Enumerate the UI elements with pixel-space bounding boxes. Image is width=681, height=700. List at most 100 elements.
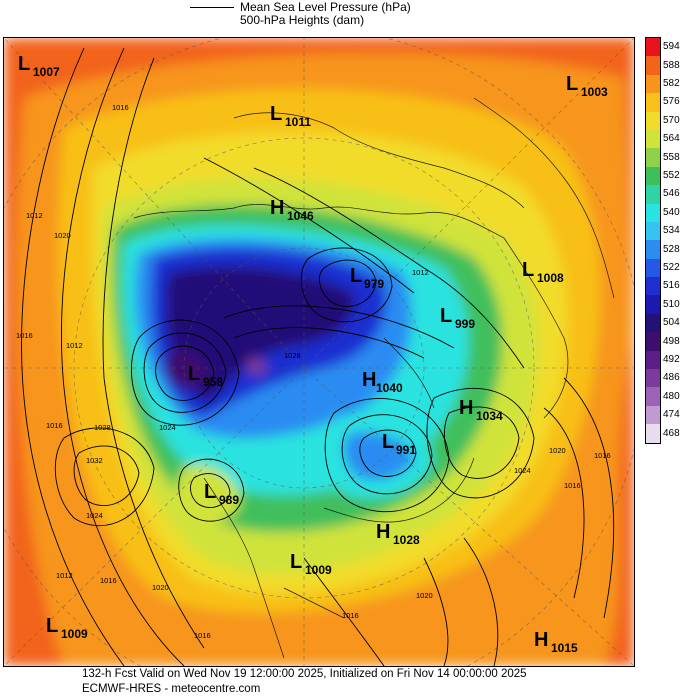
isobar-value: 1016 xyxy=(46,421,63,430)
height-colorbar xyxy=(645,37,661,444)
colorbar-tick-label: 504 xyxy=(663,317,680,329)
low-center: L 1009 xyxy=(46,615,88,641)
high-center: H 1040 xyxy=(362,369,403,395)
colorbar-tick-label: 564 xyxy=(663,133,680,145)
mslp-legend-line xyxy=(190,7,234,8)
colorbar-tick-label: 474 xyxy=(663,409,680,421)
svg-text:1034: 1034 xyxy=(476,409,503,423)
svg-text:L: L xyxy=(290,551,302,573)
colorbar-cell xyxy=(646,111,660,130)
colorbar-tick-label: 516 xyxy=(663,280,680,292)
isobar-value: 1012 xyxy=(26,211,43,220)
colorbar-cell xyxy=(646,405,660,425)
colorbar-tick-label: 546 xyxy=(663,188,680,200)
isobar-value: 1024 xyxy=(514,466,531,475)
colorbar-tick-label: 594 xyxy=(663,41,680,53)
svg-text:1028: 1028 xyxy=(393,533,420,547)
colorbar-tick-label: 486 xyxy=(663,372,680,384)
isobar-value: 1016 xyxy=(16,331,33,340)
colorbar-cell xyxy=(646,350,660,370)
header-title-heights: 500-hPa Heights (dam) xyxy=(240,13,365,27)
isobar-value: 1020 xyxy=(549,446,566,455)
colorbar-cell xyxy=(646,240,660,259)
svg-text:L: L xyxy=(204,481,216,503)
isobar-value: 1024 xyxy=(159,423,176,432)
coastlines xyxy=(133,97,615,659)
colorbar-tick-label: 468 xyxy=(663,427,680,439)
svg-text:989: 989 xyxy=(219,493,239,507)
isobar-value: 1012 xyxy=(412,268,429,277)
isobar-value: 1016 xyxy=(594,451,611,460)
svg-text:1040: 1040 xyxy=(376,381,403,395)
svg-text:1011: 1011 xyxy=(285,115,311,129)
svg-text:1003: 1003 xyxy=(581,85,608,99)
low-center: L 1003 xyxy=(566,73,608,99)
colorbar-tick-label: 588 xyxy=(663,59,680,71)
svg-text:1009: 1009 xyxy=(61,627,88,641)
low-center: L 1007 xyxy=(18,53,60,79)
map-header: Mean Sea Level Pressure (hPa) 500-hPa He… xyxy=(0,0,681,36)
isobar-value: 1024 xyxy=(86,511,103,520)
low-center: L 991 xyxy=(382,431,416,457)
svg-text:1008: 1008 xyxy=(537,271,564,285)
colorbar-tick-label: 528 xyxy=(663,243,680,255)
svg-text:L: L xyxy=(46,615,58,637)
svg-text:1015: 1015 xyxy=(551,641,578,655)
svg-text:H: H xyxy=(459,397,473,419)
high-center: H 1046 xyxy=(270,197,314,223)
colorbar-tick-label: 570 xyxy=(663,114,680,126)
isobar-value: 1028 xyxy=(94,423,111,432)
colorbar-cell xyxy=(646,129,660,149)
colorbar-tick-label: 558 xyxy=(663,151,680,163)
colorbar-cell xyxy=(646,148,660,167)
isobar-value: 1032 xyxy=(86,456,103,465)
colorbar-cell xyxy=(646,38,660,57)
high-center: H 1034 xyxy=(459,397,503,423)
svg-text:L: L xyxy=(18,53,30,75)
colorbar-tick-label: 552 xyxy=(663,170,680,181)
colorbar-cell xyxy=(646,56,660,75)
model-source-text: ECMWF-HRES - meteocentre.com xyxy=(82,683,261,695)
colorbar-cell xyxy=(646,313,660,333)
colorbar-tick-label: 534 xyxy=(663,225,680,237)
height-shading xyxy=(4,38,634,666)
svg-text:1046: 1046 xyxy=(287,209,314,223)
isobar-value: 1016 xyxy=(194,631,211,640)
low-center: L 979 xyxy=(350,265,384,291)
colorbar-cell xyxy=(646,369,660,388)
colorbar-cell xyxy=(646,166,660,186)
header-title-mslp: Mean Sea Level Pressure (hPa) xyxy=(240,0,411,14)
low-center: L 1009 xyxy=(290,551,332,577)
isobar-value: 1016 xyxy=(100,576,117,585)
low-center: L 958 xyxy=(188,363,223,389)
forecast-valid-text: 132-h Fcst Valid on Wed Nov 19 12:00:00 … xyxy=(82,668,527,680)
map-canvas: 1016 1012 1020 1016 1012 1016 1024 1028 … xyxy=(4,38,634,666)
colorbar-tick-label: 480 xyxy=(663,390,680,402)
svg-text:979: 979 xyxy=(364,277,384,291)
svg-text:H: H xyxy=(534,629,548,651)
colorbar-cell xyxy=(646,424,660,443)
low-center: L 1011 xyxy=(270,103,311,129)
svg-text:1007: 1007 xyxy=(33,65,60,79)
isobar-value: 1012 xyxy=(66,341,83,350)
isobar-value: 1012 xyxy=(56,571,73,580)
colorbar-cell xyxy=(646,93,660,112)
svg-text:L: L xyxy=(522,259,534,281)
isobar-value: 1028 xyxy=(284,351,301,360)
high-center: H 1015 xyxy=(534,629,578,655)
svg-text:H: H xyxy=(362,369,376,391)
svg-text:958: 958 xyxy=(203,375,223,389)
polar-map[interactable]: 1016 1012 1020 1016 1012 1016 1024 1028 … xyxy=(3,37,635,667)
colorbar-tick-label: 540 xyxy=(663,206,680,218)
colorbar-tick-label: 582 xyxy=(663,78,680,89)
low-center: L 999 xyxy=(440,305,475,331)
colorbar-cell xyxy=(646,295,660,314)
graticule xyxy=(4,38,634,666)
svg-text:H: H xyxy=(376,521,390,543)
low-center: L 1008 xyxy=(522,259,564,285)
svg-text:999: 999 xyxy=(455,317,475,331)
svg-text:991: 991 xyxy=(396,443,416,457)
colorbar-cell xyxy=(646,74,660,94)
svg-text:L: L xyxy=(440,305,452,327)
svg-text:L: L xyxy=(382,431,394,453)
